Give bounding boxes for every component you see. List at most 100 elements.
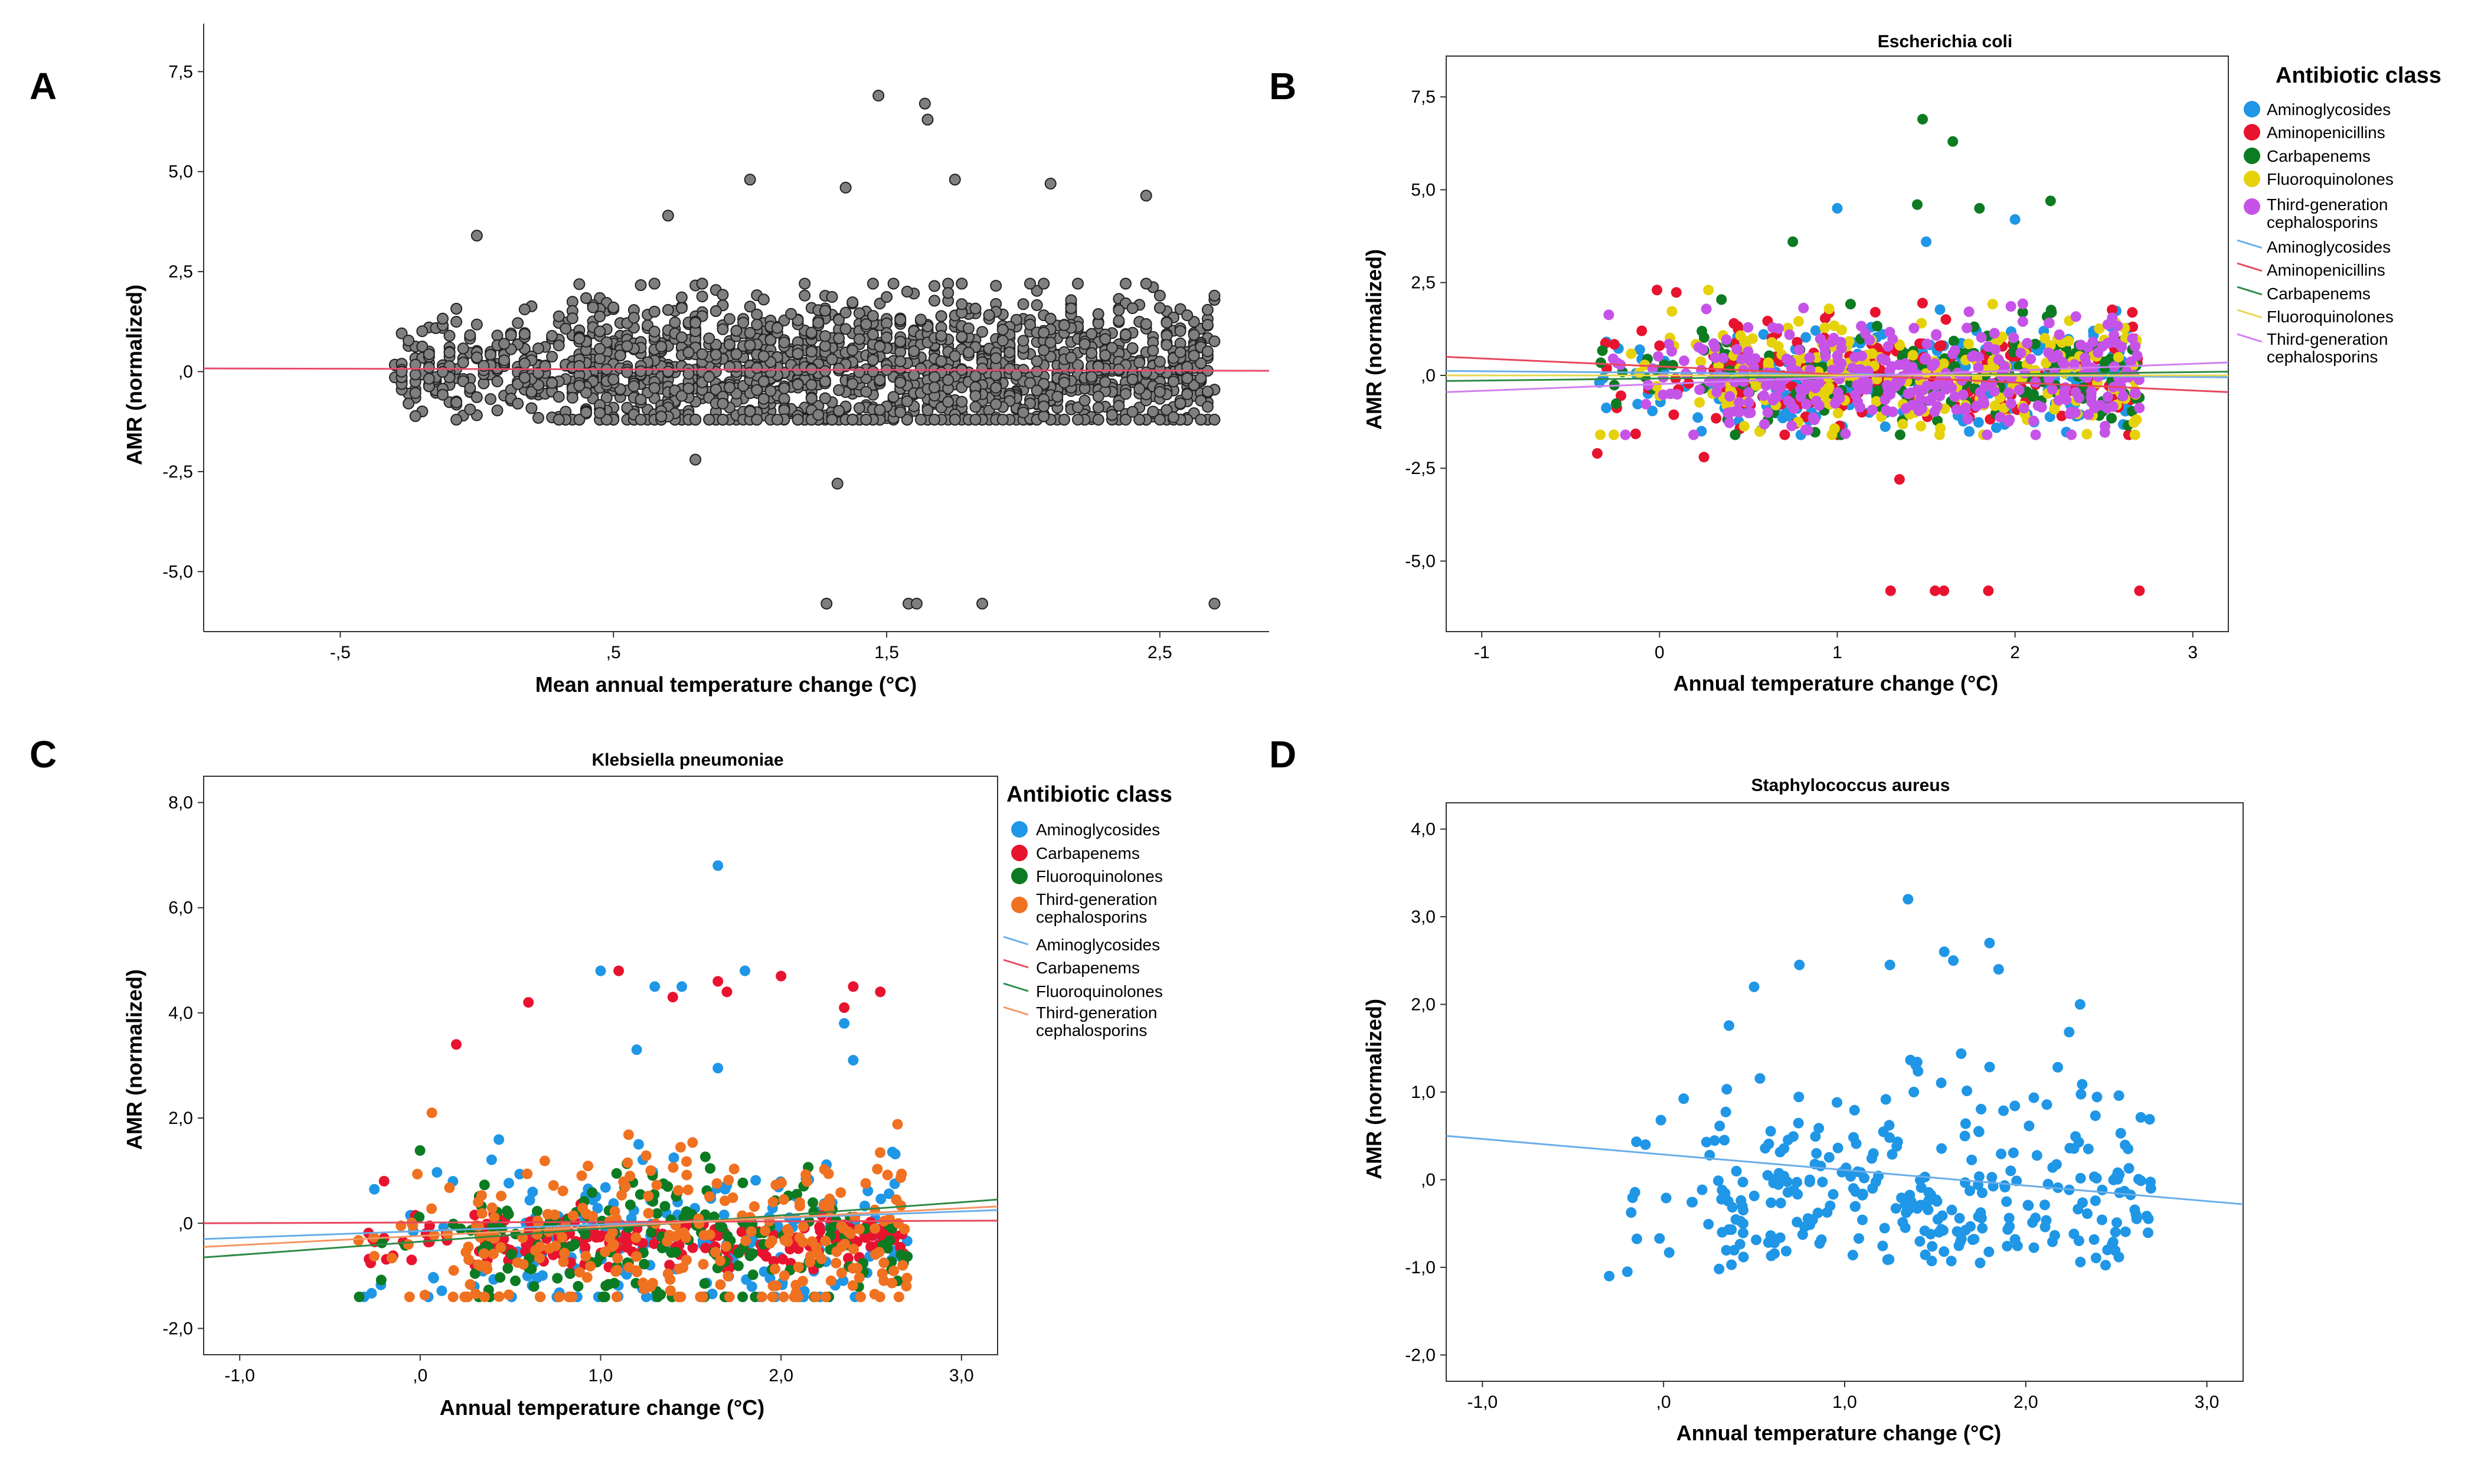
panel-c-point bbox=[557, 1185, 568, 1197]
panel-d-point bbox=[2051, 1159, 2062, 1170]
panel-a-point bbox=[901, 413, 913, 426]
panel-c-point bbox=[793, 1261, 804, 1273]
panel-c-outlier-point bbox=[378, 1176, 390, 1186]
panel-b-point bbox=[1872, 321, 1882, 332]
panel-a-point bbox=[812, 316, 825, 329]
panel-b-x-axis-label: Annual temperature change (°C) bbox=[1673, 671, 1998, 695]
panel-b-point bbox=[1900, 359, 1911, 371]
panel-c-point bbox=[539, 1155, 550, 1166]
panel-c-point bbox=[625, 1171, 636, 1182]
panel-b-point bbox=[1694, 397, 1705, 408]
panel-d-point bbox=[1851, 1138, 1862, 1149]
panel-b-point bbox=[1694, 384, 1705, 395]
panel-a-point bbox=[416, 325, 429, 338]
panel-d-outlier-point bbox=[1984, 937, 1995, 949]
panel-a-point bbox=[703, 413, 715, 426]
panel-a-point bbox=[757, 393, 770, 405]
panel-b-point bbox=[2017, 298, 2028, 309]
panel-b-outlier-point bbox=[1912, 199, 1923, 210]
panel-c-point bbox=[721, 1241, 731, 1252]
panel-a-point bbox=[1201, 319, 1214, 331]
panel-a-point bbox=[696, 348, 708, 360]
panel-c-point bbox=[805, 1256, 816, 1267]
panel-a-point bbox=[996, 335, 1009, 347]
panel-a-point bbox=[594, 352, 606, 365]
panel-c-point bbox=[625, 1199, 636, 1211]
panel-a-point bbox=[443, 347, 456, 359]
legend-marker-c-third-gen bbox=[1011, 897, 1028, 913]
panel-b-point bbox=[2046, 307, 2057, 318]
panel-c-point bbox=[495, 1272, 506, 1283]
panel-a-point bbox=[996, 413, 1009, 426]
panel-c-point bbox=[493, 1134, 505, 1145]
panel-c-point bbox=[606, 1241, 617, 1252]
panel-d-x-tick-label: 1,0 bbox=[1832, 1393, 1857, 1412]
panel-d-plot-area: -1,0 ,0 1,0 2,0 3,0 -2,0 -1,0 ,0 1,0 2,0 3,0 4,0 bbox=[1405, 802, 2244, 1412]
panel-c-point bbox=[717, 1222, 728, 1233]
panel-b-point bbox=[2030, 429, 2041, 440]
panel-d-point bbox=[1726, 1259, 1737, 1270]
panel-c-point bbox=[895, 1172, 906, 1183]
panel-b-point bbox=[1832, 350, 1843, 361]
panel-c-point bbox=[887, 1146, 898, 1158]
panel-b-point bbox=[1962, 322, 1973, 334]
panel-c-point bbox=[724, 1292, 735, 1302]
panel-b-point bbox=[1688, 429, 1699, 440]
panel-b-point bbox=[2032, 400, 2044, 411]
panel-a-point bbox=[1031, 384, 1043, 397]
panel-a-point bbox=[1174, 346, 1186, 358]
panel-b-point bbox=[1913, 384, 1924, 395]
panel-a-point bbox=[675, 291, 688, 303]
panel-c-outlier-point bbox=[631, 1044, 642, 1055]
panel-b-point bbox=[1630, 429, 1641, 439]
panel-c-point bbox=[459, 1292, 470, 1302]
panel-b-point bbox=[1696, 325, 1708, 336]
panel-d-point bbox=[1783, 1135, 1794, 1146]
panel-a-point bbox=[757, 375, 770, 388]
panel-c-point bbox=[622, 1157, 633, 1168]
panel-d-point bbox=[1960, 1177, 1971, 1188]
panel-a-point bbox=[962, 347, 975, 359]
panel-b-outlier-point bbox=[1698, 452, 1709, 463]
panel-d-point bbox=[2001, 1196, 2012, 1207]
panel-c-point bbox=[831, 1246, 842, 1257]
panel-a-point bbox=[675, 302, 688, 314]
panel-a-point bbox=[1086, 328, 1098, 340]
panel-c-outlier-point bbox=[839, 1002, 850, 1013]
panel-a-point bbox=[512, 397, 524, 410]
legend-label-c-third-gen-line2: cephalosporins bbox=[1036, 908, 1147, 926]
panel-a-point bbox=[1024, 277, 1036, 290]
legend-line-label-c-third-gen-line1: Third-generation bbox=[1036, 1004, 1157, 1022]
panel-d-point bbox=[1939, 1246, 1950, 1257]
panel-c-point bbox=[665, 1274, 676, 1285]
panel-d-outlier-point bbox=[1993, 964, 2004, 975]
panel-c-point bbox=[522, 1168, 533, 1179]
panel-b-point bbox=[1959, 405, 1970, 416]
legend-line-label-aminoglycosides: Aminoglycosides bbox=[2267, 238, 2391, 256]
panel-a-outlier-point bbox=[839, 181, 852, 194]
panel-a-point bbox=[778, 336, 790, 349]
panel-c-point bbox=[802, 1176, 813, 1187]
panel-a-point bbox=[532, 342, 544, 355]
panel-b-point bbox=[1785, 398, 1796, 408]
panel-d-point bbox=[2073, 1235, 2084, 1246]
panel-d-point bbox=[1866, 1153, 1877, 1164]
panel-b-point bbox=[1832, 387, 1843, 398]
panel-c-point bbox=[486, 1154, 497, 1165]
panel-a-point bbox=[1133, 357, 1146, 369]
panel-c-frame bbox=[203, 776, 998, 1355]
panel-a-point bbox=[805, 326, 818, 339]
panel-a-point bbox=[969, 401, 982, 413]
panel-a-y-tick-label: 2,5 bbox=[168, 262, 193, 282]
panel-b-point bbox=[2004, 414, 2015, 425]
panel-b-point bbox=[2130, 341, 2141, 352]
panel-b-point bbox=[2127, 307, 2138, 318]
panel-a-point bbox=[751, 362, 763, 374]
panel-d-point bbox=[1956, 1048, 1967, 1059]
panel-c-outlier-point bbox=[848, 981, 859, 992]
panel-c-point bbox=[479, 1179, 490, 1191]
panel-c-point bbox=[855, 1292, 866, 1302]
panel-b-point bbox=[1886, 361, 1897, 372]
panel-a-x-tick-label: -,5 bbox=[330, 643, 351, 662]
panel-c-point bbox=[695, 1292, 706, 1302]
